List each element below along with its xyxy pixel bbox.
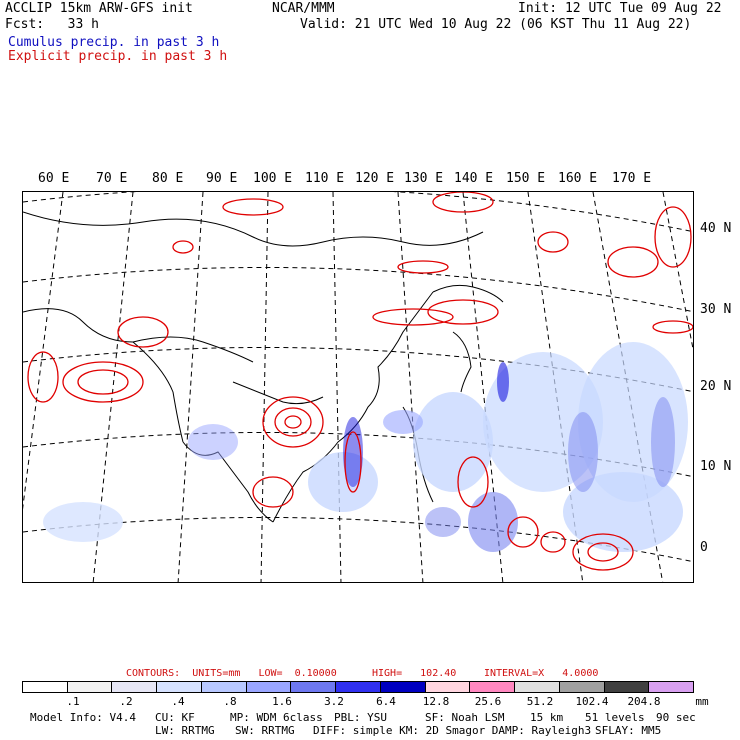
scale-tick: 1.6	[272, 695, 292, 708]
diff-scheme: DIFF: simple KM: 2D Smagor DAMP: Rayleig…	[313, 724, 592, 737]
cumulus-legend: Cumulus precip. in past 3 h	[8, 35, 220, 50]
scale-tick: 25.6	[474, 695, 502, 708]
lon-label: 150 E	[506, 171, 546, 186]
contours-info: CONTOURS: UNITS=mm LOW= 0.10000	[126, 668, 337, 679]
scale-tick: .8	[223, 695, 237, 708]
scale-swatch	[201, 682, 247, 692]
scale-swatch	[470, 682, 516, 692]
lon-label: 170 E	[612, 171, 652, 186]
scale-swatch	[515, 682, 560, 692]
scale-swatch	[246, 682, 292, 692]
scale-tick: .2	[119, 695, 133, 708]
scale-swatch	[649, 682, 694, 692]
resolution: 15 km	[530, 711, 564, 724]
color-scale	[22, 681, 694, 693]
lon-label: 60 E	[38, 171, 70, 186]
init-time: Init: 12 UTC Tue 09 Aug 22	[518, 1, 722, 16]
scale-unit: mm	[695, 695, 709, 708]
mp-scheme: MP: WDM 6class	[230, 711, 323, 724]
forecast-hour: Fcst: 33 h	[5, 17, 99, 32]
product-title: ACCLIP 15km ARW-GFS init	[5, 1, 193, 16]
scale-tick: 204.8	[627, 695, 661, 708]
explicit-legend: Explicit precip. in past 3 h	[8, 49, 228, 64]
scale-swatch	[23, 682, 68, 692]
cumulus-precip	[43, 342, 688, 552]
source-label: NCAR/MMM	[272, 1, 335, 16]
lat-label: 0	[700, 540, 708, 555]
scale-swatch	[336, 682, 381, 692]
lon-label: 70 E	[96, 171, 128, 186]
lon-label: 160 E	[558, 171, 598, 186]
pbl-scheme: PBL: YSU	[334, 711, 387, 724]
scale-swatch	[291, 682, 337, 692]
valid-time: Valid: 21 UTC Wed 10 Aug 22 (06 KST Thu …	[300, 17, 692, 32]
lon-label: 110 E	[305, 171, 345, 186]
scale-tick: 6.4	[376, 695, 396, 708]
scale-swatch	[559, 682, 605, 692]
lw-scheme: LW: RRTMG	[155, 724, 215, 737]
scale-swatch	[112, 682, 158, 692]
lat-label: 40 N	[700, 221, 732, 236]
scale-tick: 102.4	[575, 695, 609, 708]
scale-tick: 3.2	[324, 695, 344, 708]
scale-swatch	[425, 682, 471, 692]
lat-label: 20 N	[700, 379, 732, 394]
sw-scheme: SW: RRTMG	[235, 724, 295, 737]
scale-tick: 12.8	[422, 695, 450, 708]
lon-label: 140 E	[454, 171, 494, 186]
scale-tick: .1	[66, 695, 80, 708]
lon-label: 90 E	[206, 171, 238, 186]
scale-swatch	[604, 682, 650, 692]
scale-tick: .4	[171, 695, 185, 708]
lat-label: 10 N	[700, 459, 732, 474]
cu-scheme: CU: KF	[155, 711, 195, 724]
timestep: 90 sec	[656, 711, 696, 724]
scale-tick: 51.2	[526, 695, 554, 708]
lon-label: 80 E	[152, 171, 184, 186]
precip-map	[22, 191, 694, 583]
sflay-scheme: SFLAY: MM5	[595, 724, 662, 737]
lat-label: 30 N	[700, 302, 732, 317]
lon-label: 120 E	[355, 171, 395, 186]
scale-swatch	[380, 682, 426, 692]
scale-swatch	[67, 682, 113, 692]
lon-label: 100 E	[253, 171, 293, 186]
map-canvas	[23, 192, 693, 582]
model-info: Model Info: V4.4	[30, 711, 136, 724]
levels: 51 levels	[585, 711, 645, 724]
explicit-precip	[27, 192, 693, 571]
scale-swatch	[157, 682, 202, 692]
lon-label: 130 E	[404, 171, 444, 186]
contours-interval: INTERVAL=X 4.0000	[484, 668, 599, 679]
contours-high: HIGH= 102.40	[372, 668, 457, 679]
sf-scheme: SF: Noah LSM	[425, 711, 505, 724]
